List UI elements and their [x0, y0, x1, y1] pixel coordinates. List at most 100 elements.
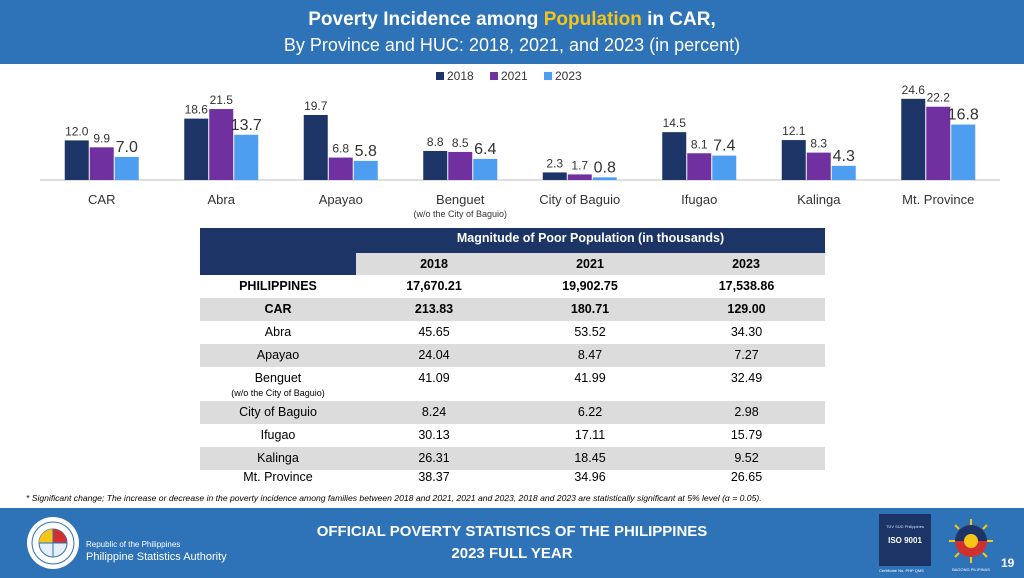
cell-2018: 26.31: [418, 451, 450, 465]
table-row-ifugao: Ifugao 30.13 17.11 15.79: [200, 424, 825, 447]
table-row-mt-province: Mt. Province 38.37 34.96 26.65: [200, 466, 825, 489]
title-prefix: Poverty Incidence among: [308, 9, 544, 30]
row-label: Apayao: [256, 348, 300, 362]
bar-2023: [951, 124, 976, 180]
cell-2018: 17,670.21: [406, 279, 462, 293]
bar-2023: [831, 165, 856, 180]
iso-label: ISO 9001: [888, 536, 922, 545]
category-label: Ifugao: [681, 192, 717, 207]
year-header-2018: 2018: [420, 257, 448, 271]
slide-title: Poverty Incidence among Population in CA…: [0, 9, 1024, 31]
republic-text: Republic of the Philippines: [86, 540, 181, 549]
bar-2018: [423, 150, 448, 180]
cell-2021: 17.11: [574, 428, 606, 442]
slide-subtitle: By Province and HUC: 2018, 2021, and 202…: [283, 35, 741, 55]
bar-2018: [781, 140, 806, 180]
data-label-2021: 8.3: [810, 137, 827, 151]
data-label-2023: 7.0: [116, 139, 138, 156]
row-label: Ifugao: [260, 428, 296, 442]
bar-2023: [473, 158, 498, 180]
table-row-philippines: PHILIPPINES 17,670.21 19,902.75 17,538.8…: [200, 275, 825, 298]
significance-footnote: * Significant change; The increase or de…: [26, 493, 762, 503]
table-row-abra: Abra 45.65 53.52 34.30: [200, 321, 825, 344]
cell-2018: 38.37: [418, 470, 450, 484]
data-label-2023: 6.4: [474, 141, 496, 158]
title-highlight: Population: [543, 9, 642, 30]
bar-2021: [567, 174, 592, 180]
category-label: Abra: [208, 192, 236, 207]
row-label: Benguet: [254, 371, 302, 385]
cell-2023: 32.49: [730, 371, 763, 385]
category-label: Mt. Province: [902, 192, 974, 207]
category-label: Kalinga: [797, 192, 841, 207]
bar-2021: [328, 157, 353, 180]
bar-2021: [687, 153, 712, 180]
cell-2021: 34.96: [574, 470, 606, 484]
bar-2021: [926, 106, 951, 180]
legend-swatch-2018: [436, 72, 444, 80]
bar-2023: [592, 177, 617, 180]
data-label-2021: 8.5: [452, 136, 469, 150]
cell-2021: 41.99: [574, 371, 606, 385]
row-label: City of Baguio: [239, 405, 317, 419]
data-label-2021: 21.5: [210, 93, 234, 107]
data-label-2021: 8.1: [691, 137, 708, 151]
bar-2021: [89, 147, 114, 180]
data-label-2023: 13.7: [231, 117, 262, 134]
iso-certificate-text: Certificate No. PHP QMS: [879, 568, 924, 573]
bar-2023: [234, 134, 259, 180]
data-label-2023: 5.8: [355, 143, 377, 160]
footer-title-line1: OFFICIAL POVERTY STATISTICS OF THE PHILI…: [316, 523, 708, 540]
data-label-2023: 4.3: [833, 148, 855, 165]
row-label: CAR: [264, 302, 292, 316]
table-row-city-of-baguio: City of Baguio 8.24 6.22 2.98: [200, 401, 825, 424]
agency-name: Philippine Statistics Authority: [86, 551, 227, 563]
legend-swatch-2023: [544, 72, 552, 80]
data-label-2018: 19.7: [304, 99, 328, 113]
bagong-pilipinas-text: BAGONG PILIPINAS: [952, 567, 990, 572]
row-label: PHILIPPINES: [239, 279, 317, 293]
bar-2018: [662, 132, 687, 180]
cell-2023: 129.00: [727, 302, 766, 316]
page-number: 19: [1001, 556, 1015, 570]
category-label: CAR: [88, 192, 115, 207]
data-label-2021: 22.2: [927, 91, 951, 105]
psa-seal-logo: [27, 517, 79, 569]
cell-2021: 8.47: [577, 348, 603, 362]
iso-9001-badge: TÜV SÜD Philippines ISO 9001: [879, 514, 931, 566]
category-note: (w/o the City of Baguio): [413, 209, 507, 219]
year-header-2023: 2023: [732, 257, 760, 271]
cell-2018: 213.83: [414, 302, 454, 316]
table-row-benguet: Benguet (w/o the City of Baguio) 41.09 4…: [200, 367, 825, 401]
cell-2018: 45.65: [418, 325, 450, 339]
data-label-2018: 12.0: [65, 124, 89, 138]
category-label: City of Baguio: [539, 192, 620, 207]
data-label-2018: 8.8: [427, 135, 444, 149]
data-label-2018: 18.6: [185, 103, 209, 117]
bar-2018: [184, 118, 209, 180]
bar-2021: [209, 109, 234, 180]
data-label-2018: 24.6: [902, 83, 926, 97]
legend-label-2018: 2018: [447, 69, 474, 83]
bar-2023: [114, 156, 139, 180]
data-label-2018: 14.5: [663, 116, 687, 130]
footer-title-line2: 2023 FULL YEAR: [451, 545, 573, 562]
bar-2018: [303, 114, 328, 180]
cell-2021: 53.52: [574, 325, 606, 339]
data-label-2018: 2.3: [546, 156, 563, 170]
cell-2018: 30.13: [418, 428, 450, 442]
cell-2021: 18.45: [574, 451, 606, 465]
bagong-pilipinas-logo: [949, 519, 993, 563]
iso-certifier: TÜV SÜD Philippines: [885, 524, 924, 529]
cell-2021: 180.71: [570, 302, 610, 316]
row-label: Mt. Province: [243, 470, 313, 484]
bar-2023: [353, 160, 378, 180]
cell-2021: 19,902.75: [562, 279, 618, 293]
row-label-note: (w/o the City of Baguio): [231, 388, 325, 398]
year-header-2021: 2021: [576, 257, 604, 271]
title-suffix: in CAR,: [641, 9, 716, 30]
data-label-2023: 7.4: [713, 138, 735, 155]
data-label-2021: 9.9: [93, 131, 110, 145]
data-label-2023: 16.8: [948, 107, 979, 124]
legend-label-2021: 2021: [501, 69, 528, 83]
